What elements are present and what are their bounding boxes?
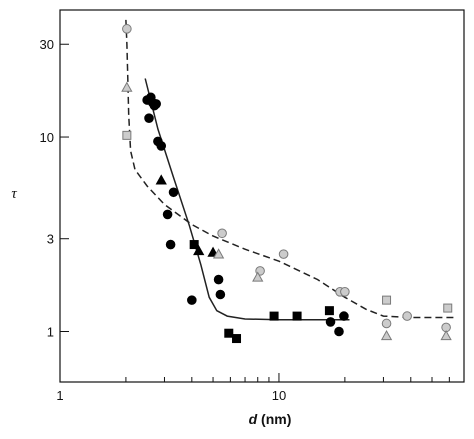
x-axis-label: d (nm) <box>249 411 292 427</box>
data-point-triangle <box>121 81 133 92</box>
data-point-circle <box>162 209 173 220</box>
data-point-circle <box>187 295 197 305</box>
data-point-circle <box>122 24 132 34</box>
data-point-triangle <box>212 248 225 259</box>
x-tick-label: 1 <box>56 388 63 403</box>
data-point-square <box>324 306 334 316</box>
data-point-circle <box>165 239 176 250</box>
data-point-triangle <box>155 174 167 185</box>
data-point-square <box>443 303 453 313</box>
data-point-circle <box>151 99 161 109</box>
data-point-circle <box>402 311 412 321</box>
data-point-square <box>189 240 199 250</box>
plot-frame <box>59 9 465 383</box>
data-point-triangle <box>440 330 452 341</box>
data-point-circle <box>340 287 350 297</box>
y-tick-label: 3 <box>47 232 54 247</box>
data-point-square <box>292 311 302 321</box>
data-point-circle <box>381 318 392 329</box>
x-axis-label-symbol: d <box>249 411 258 427</box>
data-point-circle <box>144 113 154 123</box>
data-point-circle <box>339 311 349 321</box>
data-point-circle <box>325 317 336 327</box>
data-point-triangle <box>193 244 205 256</box>
data-point-circle <box>156 141 167 151</box>
data-point-triangle <box>380 330 393 341</box>
data-point-square <box>269 311 279 321</box>
x-axis-label-unit: (nm) <box>257 411 291 427</box>
data-point-circle <box>168 187 179 198</box>
data-point-circle <box>215 289 226 300</box>
fit-curve-dashed <box>125 19 457 319</box>
data-point-square <box>224 328 234 338</box>
data-point-circle <box>217 228 227 239</box>
data-point-square <box>382 295 392 305</box>
y-tick-label: 30 <box>40 37 54 52</box>
fit-curve-solid <box>144 78 350 321</box>
data-point-circle <box>278 249 289 259</box>
data-point-square <box>232 334 242 344</box>
data-point-circle <box>334 326 344 337</box>
y-tick-label: 10 <box>40 130 54 145</box>
x-tick-label: 10 <box>272 388 286 403</box>
data-point-triangle <box>252 271 264 282</box>
data-point-square <box>122 130 132 140</box>
y-tick-label: 1 <box>47 325 54 340</box>
y-axis-label: τ <box>11 186 17 202</box>
data-point-circle <box>213 274 224 285</box>
